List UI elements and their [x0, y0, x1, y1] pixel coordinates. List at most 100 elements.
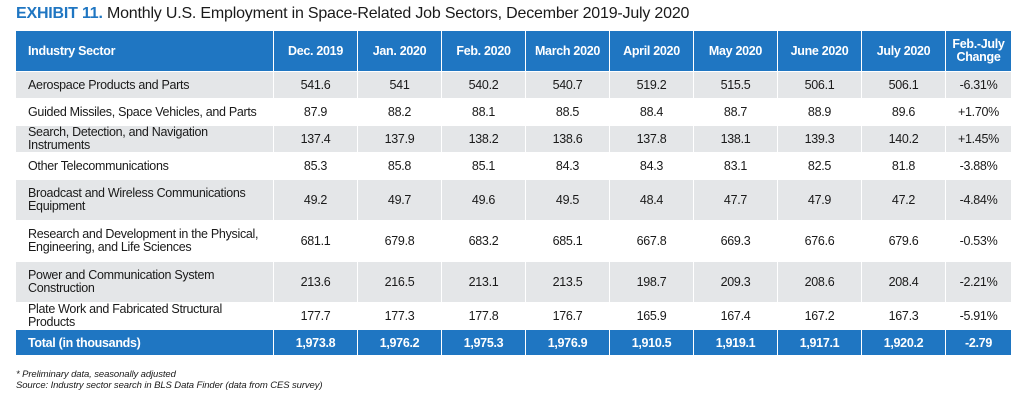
employment-value: 540.7 [525, 71, 610, 99]
employment-value: 216.5 [357, 261, 442, 303]
total-value: 1,976.9 [525, 329, 610, 356]
sector-name-cell: Search, Detection, and Navigation Instru… [15, 125, 274, 153]
sector-name-cell: Aerospace Products and Parts [15, 71, 274, 99]
employment-value: 683.2 [441, 220, 526, 262]
exhibit-title: EXHIBIT 11. Monthly U.S. Employment in S… [16, 5, 689, 23]
employment-value: 49.2 [273, 179, 358, 221]
header-month: June 2020 [777, 30, 862, 72]
employment-value: 47.2 [861, 179, 946, 221]
header-month: May 2020 [693, 30, 778, 72]
employment-value: 176.7 [525, 302, 610, 330]
employment-value: 519.2 [609, 71, 694, 99]
table-row: Power and Communication System Constructi… [15, 261, 1012, 303]
header-month: Jan. 2020 [357, 30, 442, 72]
header-change-line1: Feb.-July [952, 37, 1005, 51]
sector-name-cell: Other Telecommunications [15, 152, 274, 180]
employment-value: 667.8 [609, 220, 694, 262]
source-note: Source: Industry sector search in BLS Da… [16, 380, 323, 391]
total-change: -2.79 [945, 329, 1012, 356]
table-row: Plate Work and Fabricated Structural Pro… [15, 302, 1012, 330]
employment-value: 177.3 [357, 302, 442, 330]
employment-value: 669.3 [693, 220, 778, 262]
employment-value: 167.4 [693, 302, 778, 330]
total-value: 1,920.2 [861, 329, 946, 356]
employment-value: 137.8 [609, 125, 694, 153]
header-change: Feb.-July Change [945, 30, 1012, 72]
table-row: Other Telecommunications 85.3 85.8 85.1 84.3… [15, 152, 1012, 180]
change-value: +1.70% [945, 98, 1012, 126]
header-month: Dec. 2019 [273, 30, 358, 72]
employment-value: 89.6 [861, 98, 946, 126]
total-value: 1,975.3 [441, 329, 526, 356]
sector-name-cell: Power and Communication System Constructi… [15, 261, 274, 303]
employment-value: 88.1 [441, 98, 526, 126]
sector-name: Broadcast and Wireless Communications [28, 186, 246, 200]
total-label: Total (in thousands) [15, 329, 274, 356]
employment-value: 140.2 [861, 125, 946, 153]
employment-value: 177.8 [441, 302, 526, 330]
total-value: 1,917.1 [777, 329, 862, 356]
employment-value: 506.1 [777, 71, 862, 99]
employment-value: 209.3 [693, 261, 778, 303]
employment-value: 681.1 [273, 220, 358, 262]
employment-value: 47.9 [777, 179, 862, 221]
employment-value: 85.1 [441, 152, 526, 180]
employment-value: 84.3 [525, 152, 610, 180]
employment-table: Industry Sector Dec. 2019 Jan. 2020 Feb.… [15, 30, 1012, 356]
employment-value: 85.8 [357, 152, 442, 180]
sector-name-cell: Plate Work and Fabricated Structural Pro… [15, 302, 274, 330]
change-value: -0.53% [945, 220, 1012, 262]
employment-value: 49.6 [441, 179, 526, 221]
sector-name: Other Telecommunications [28, 158, 169, 173]
employment-value: 208.4 [861, 261, 946, 303]
table-row: Research and Development in the Physical… [15, 220, 1012, 262]
table-row: Search, Detection, and Navigation Instru… [15, 125, 1012, 153]
preliminary-note: * Preliminary data, seasonally adjusted [16, 369, 176, 380]
employment-value: 137.4 [273, 125, 358, 153]
employment-value: 540.2 [441, 71, 526, 99]
employment-value: 88.5 [525, 98, 610, 126]
employment-value: 83.1 [693, 152, 778, 180]
sector-name: Plate Work and Fabricated Structural Pro… [28, 302, 222, 329]
total-value: 1,910.5 [609, 329, 694, 356]
employment-value: 138.1 [693, 125, 778, 153]
employment-value: 167.2 [777, 302, 862, 330]
sector-name: Aerospace Products and Parts [28, 77, 190, 92]
employment-value: 167.3 [861, 302, 946, 330]
header-month: Feb. 2020 [441, 30, 526, 72]
employment-value: 85.3 [273, 152, 358, 180]
employment-value: 506.1 [861, 71, 946, 99]
total-value: 1,973.8 [273, 329, 358, 356]
table-row: Guided Missiles, Space Vehicles, and Par… [15, 98, 1012, 126]
employment-value: 213.5 [525, 261, 610, 303]
employment-value: 685.1 [525, 220, 610, 262]
sector-name-line2: Engineering, and Life Sciences [28, 240, 192, 254]
header-month: April 2020 [609, 30, 694, 72]
employment-value: 84.3 [609, 152, 694, 180]
employment-value: 177.7 [273, 302, 358, 330]
footnotes: * Preliminary data, seasonally adjusted … [16, 369, 323, 391]
sector-name-line2: Equipment [28, 199, 86, 213]
employment-value: 47.7 [693, 179, 778, 221]
employment-value: 88.4 [609, 98, 694, 126]
total-value: 1,976.2 [357, 329, 442, 356]
sector-name-cell: Research and Development in the Physical… [15, 220, 274, 262]
table-row: Broadcast and Wireless Communications Equ… [15, 179, 1012, 221]
header-month: March 2020 [525, 30, 610, 72]
employment-value: 137.9 [357, 125, 442, 153]
employment-value: 679.8 [357, 220, 442, 262]
exhibit-title-text: Monthly U.S. Employment in Space-Related… [106, 5, 690, 22]
employment-value: 82.5 [777, 152, 862, 180]
table-header-row: Industry Sector Dec. 2019 Jan. 2020 Feb.… [15, 30, 1012, 72]
employment-value: 48.4 [609, 179, 694, 221]
header-month: July 2020 [861, 30, 946, 72]
header-industry-sector: Industry Sector [15, 30, 274, 72]
change-value: -5.91% [945, 302, 1012, 330]
sector-name-line2: Construction [28, 281, 95, 295]
employment-value: 88.2 [357, 98, 442, 126]
table-row: Aerospace Products and Parts 541.6 541 540.… [15, 71, 1012, 99]
employment-value: 515.5 [693, 71, 778, 99]
employment-value: 138.6 [525, 125, 610, 153]
employment-value: 208.6 [777, 261, 862, 303]
employment-value: 679.6 [861, 220, 946, 262]
